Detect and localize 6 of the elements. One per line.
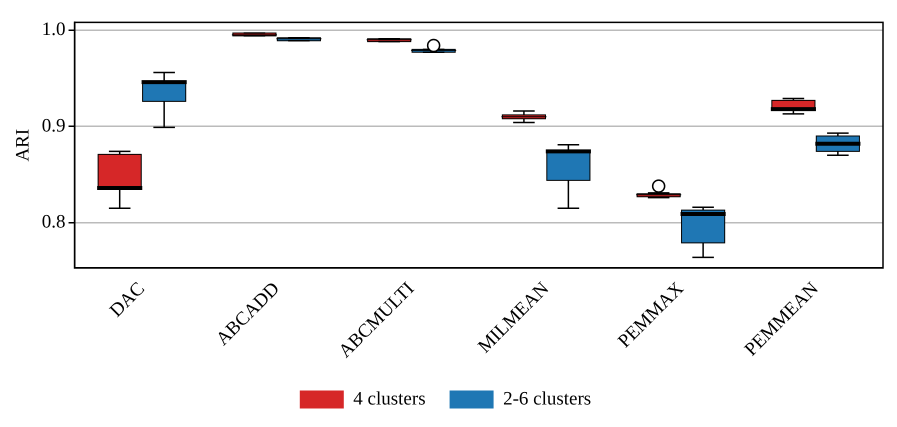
legend-label: 4 clusters	[353, 388, 426, 410]
y-tick-label: 1.0	[42, 19, 66, 40]
y-tick-label: 0.9	[42, 115, 66, 136]
y-axis-title: ARI	[12, 128, 34, 162]
y-tick-label: 0.8	[42, 212, 66, 233]
legend-label: 2-6 clusters	[503, 388, 592, 410]
